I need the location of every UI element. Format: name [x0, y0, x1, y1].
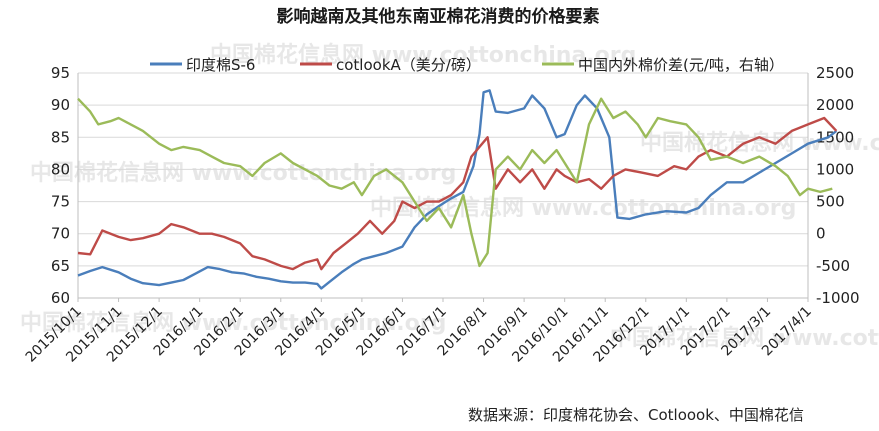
right-tick-label: -1000: [816, 289, 860, 307]
legend-label-cotlook: cotlookA（美分/磅）: [336, 56, 481, 74]
series-line-2: [77, 97, 833, 268]
left-tick-label: 95: [51, 64, 70, 82]
left-tick-label: 70: [51, 225, 70, 243]
right-tick-label: 2500: [816, 64, 854, 82]
right-tick-label: -500: [816, 257, 850, 275]
right-tick-label: 500: [816, 193, 845, 211]
left-tick-label: 60: [51, 289, 70, 307]
left-tick-label: 80: [51, 160, 70, 178]
left-tick-label: 75: [51, 193, 70, 211]
watermark-text: 中国棉花信息网 www.cottonchina.org: [370, 195, 796, 221]
legend: 印度棉S-6 cotlookA（美分/磅） 中国内外棉价差(元/吨，右轴）: [150, 56, 784, 74]
watermark-group: 中国棉花信息网 www.cottonchina.org 中国棉花信息网 www.…: [20, 42, 879, 351]
legend-label-spread: 中国内外棉价差(元/吨，右轴）: [578, 56, 784, 74]
left-tick-label: 65: [51, 257, 70, 275]
left-tick-label: 90: [51, 96, 70, 114]
series-layer: [77, 89, 838, 290]
right-tick-label: 1000: [816, 160, 854, 178]
watermark-text: 中国棉花信息网 www.cottonchina.org: [610, 325, 879, 351]
chart-title: 影响越南及其他东南亚棉花消费的价格要素: [277, 6, 600, 27]
legend-label-s6: 印度棉S-6: [186, 56, 255, 74]
right-axis-ticks: -1000 -500 0 500 1000 1500 2000 2500: [816, 64, 860, 307]
watermark-text: 中国棉花信息网 www.cottonchina.org: [640, 130, 879, 156]
right-tick-label: 1500: [816, 128, 854, 146]
watermark-text: 中国棉花信息网 www.cottonchina.org: [20, 310, 446, 336]
series-line-1: [77, 116, 838, 271]
source-note: 数据来源：印度棉花协会、Cotloook、中国棉花信: [468, 406, 804, 424]
left-tick-label: 85: [51, 128, 70, 146]
series-line-0: [77, 89, 838, 290]
watermark-text: 中国棉花信息网 www.cottonchina.org: [30, 160, 456, 186]
left-axis-ticks: 60 65 70 75 80 85 90 95: [51, 64, 70, 307]
right-tick-label: 2000: [816, 96, 854, 114]
x-axis-ticks: 2015/10/12015/11/12015/12/12016/1/12016/…: [23, 298, 815, 366]
right-tick-label: 0: [816, 225, 826, 243]
